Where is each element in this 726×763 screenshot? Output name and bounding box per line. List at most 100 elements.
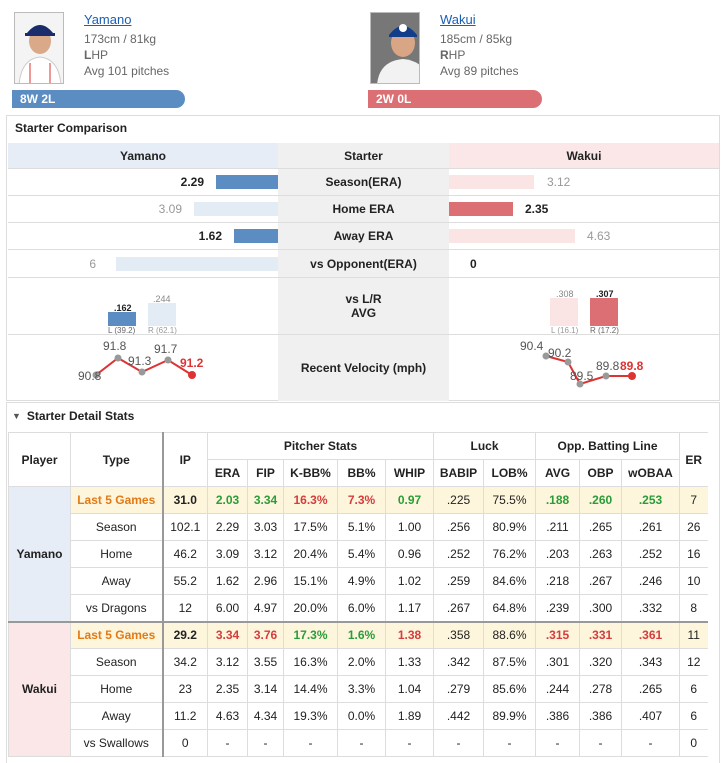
cell-obp: .265	[579, 513, 622, 541]
cell-whip: 1.17	[385, 594, 434, 622]
yamano-velocity-label: 91.2	[180, 356, 204, 370]
cell-lob: 76.2%	[483, 540, 536, 568]
yamano-velocity-point	[188, 371, 196, 379]
cell-babip: -	[433, 729, 484, 757]
wakui-record-bar: 2W 0L	[368, 90, 542, 108]
wakui-velocity-point	[628, 372, 636, 380]
cell-fip: 4.34	[247, 702, 284, 730]
cell-bb: 1.6%	[337, 621, 386, 649]
cell-woba: .332	[621, 594, 680, 622]
table-row: Away 11.2 4.63 4.34 19.3% 0.0% 1.89 .442…	[9, 702, 708, 730]
cell-era: 6.00	[207, 594, 248, 622]
cell-bb: 4.9%	[337, 567, 386, 595]
cell-babip: .259	[433, 567, 484, 595]
cell-avg: .244	[535, 675, 580, 703]
detail-stats-toggle[interactable]: ▼ Starter Detail Stats	[12, 409, 134, 423]
cell-ip: 29.2	[161, 621, 208, 649]
col-player: Player	[8, 432, 71, 487]
col-ip: IP	[161, 432, 208, 487]
cell-babip: .342	[433, 648, 484, 676]
wakui-vs-opponent-value: 0	[470, 256, 477, 271]
cell-kbb: -	[283, 729, 338, 757]
cell-fip: 3.55	[247, 648, 284, 676]
comparison-label-season-era: Season(ERA)	[278, 169, 449, 195]
detail-stats-table: Player Type IP Pitcher Stats Luck Opp. B…	[8, 432, 708, 757]
lr-avg-label-2: AVG	[350, 306, 377, 320]
cell-bb: 5.1%	[337, 513, 386, 541]
cell-babip: .252	[433, 540, 484, 568]
table-row: Wakui Last 5 Games 29.2 3.34 3.76 17.3% …	[8, 621, 708, 757]
cell-obp: .260	[579, 486, 622, 514]
cell-lob: 84.6%	[483, 567, 536, 595]
col-lob: LOB%	[483, 459, 536, 487]
comparison-row-lr-avg: vs L/R AVG	[8, 278, 719, 335]
yamano-r-bar	[148, 303, 176, 326]
wakui-name-link[interactable]: Wakui	[440, 12, 476, 27]
wakui-hand: RHP	[440, 48, 466, 62]
col-fip: FIP	[247, 459, 284, 487]
velocity-label: Recent Velocity (mph)	[278, 335, 449, 401]
cell-whip: 1.02	[385, 567, 434, 595]
comparison-row-vs-opponent: 6 vs Opponent(ERA) 0	[8, 250, 719, 278]
row-type: Season	[70, 648, 163, 676]
cell-lob: 80.9%	[483, 513, 536, 541]
cell-era: 3.12	[207, 648, 248, 676]
table-row: Season 34.2 3.12 3.55 16.3% 2.0% 1.33 .3…	[9, 648, 708, 676]
cell-fip: -	[247, 729, 284, 757]
cell-babip: .279	[433, 675, 484, 703]
cell-ip: 55.2	[161, 567, 208, 595]
cell-era: 2.35	[207, 675, 248, 703]
row-type: vs Swallows	[70, 729, 163, 757]
wakui-l-bar	[550, 298, 578, 326]
cell-obp: .331	[579, 621, 622, 649]
cell-er: 16	[679, 540, 708, 568]
cell-fip: 3.03	[247, 513, 284, 541]
wakui-home-era-bar	[449, 202, 513, 216]
cell-obp: .267	[579, 567, 622, 595]
wakui-velocity-label: 89.5	[570, 369, 594, 383]
wakui-season-era-value: 3.12	[547, 175, 571, 189]
yamano-name-link[interactable]: Yamano	[84, 12, 132, 27]
wakui-height-weight: 185cm / 85kg	[440, 32, 513, 46]
cell-woba: .343	[621, 648, 680, 676]
cell-kbb: 20.4%	[283, 540, 338, 568]
caret-down-icon: ▼	[12, 411, 21, 421]
wakui-avg-pitches: Avg 89 pitches	[440, 64, 519, 78]
cell-bb: 5.4%	[337, 540, 386, 568]
wakui-velocity-label: 90.4	[520, 339, 544, 353]
cell-er: 10	[679, 567, 708, 595]
row-type: Home	[70, 675, 163, 703]
cell-woba: .265	[621, 675, 680, 703]
yamano-vs-opponent-bar	[116, 256, 278, 271]
cell-fip: 4.97	[247, 594, 284, 622]
table-row: vs Swallows 0 - - - - - - - - - - 0	[9, 729, 708, 757]
wakui-home-era-value: 2.35	[525, 202, 549, 216]
comparison-label-away-era: Away ERA	[278, 223, 449, 249]
cell-fip: 3.14	[247, 675, 284, 703]
cell-woba: .361	[621, 621, 680, 649]
cell-avg: -	[535, 729, 580, 757]
cell-avg: .386	[535, 702, 580, 730]
cell-babip: .442	[433, 702, 484, 730]
table-row: Season 102.1 2.29 3.03 17.5% 5.1% 1.00 .…	[9, 513, 708, 541]
cell-lob: -	[483, 729, 536, 757]
cell-babip: .225	[433, 486, 484, 514]
cell-era: -	[207, 729, 248, 757]
cell-lob: 75.5%	[483, 486, 536, 514]
wakui-r-note: R (17.2)	[590, 326, 619, 335]
yamano-velocity-point	[92, 371, 100, 379]
col-avg: AVG	[535, 459, 580, 487]
cell-woba: .261	[621, 513, 680, 541]
cell-era: 3.34	[207, 621, 248, 649]
cell-avg: .315	[535, 621, 580, 649]
comparison-label-vs-opponent: vs Opponent(ERA)	[278, 250, 449, 277]
wakui-r-avg: .307	[596, 289, 614, 299]
cell-ip: 11.2	[161, 702, 208, 730]
yamano-home-era-value: 3.09	[158, 202, 182, 216]
cell-babip: .358	[433, 621, 484, 649]
table-row: Home 23 2.35 3.14 14.4% 3.3% 1.04 .279 8…	[9, 675, 708, 703]
yamano-height-weight: 173cm / 81kg	[84, 32, 157, 46]
col-type: Type	[70, 432, 163, 487]
cell-kbb: 16.3%	[283, 486, 338, 514]
col-era: ERA	[207, 459, 248, 487]
